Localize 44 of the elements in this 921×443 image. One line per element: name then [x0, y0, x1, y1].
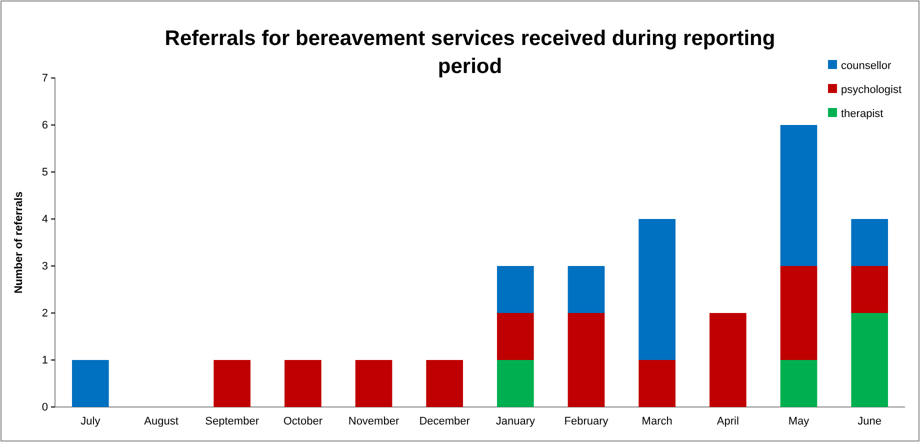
x-tick-label: May — [788, 415, 810, 428]
x-tick-label: February — [564, 415, 609, 428]
y-tick-label: 1 — [42, 354, 48, 367]
legend-label: counsellor — [841, 60, 892, 72]
bar — [851, 266, 888, 313]
x-tick-label: August — [144, 415, 178, 428]
bar — [780, 125, 818, 266]
y-axis-title: Number of referrals — [13, 191, 25, 294]
legend-label: therapist — [841, 108, 884, 120]
y-tick-label: 3 — [42, 260, 48, 273]
x-tick-label: April — [716, 415, 739, 428]
x-tick-label: December — [419, 415, 470, 428]
bar — [497, 360, 534, 407]
y-tick-label: 7 — [42, 72, 48, 85]
bar — [568, 313, 605, 407]
x-tick-label: March — [642, 415, 672, 428]
y-tick-label: 2 — [42, 308, 48, 320]
y-tick-label: 6 — [42, 120, 48, 132]
bar — [710, 313, 746, 407]
bar — [568, 266, 605, 313]
bar — [851, 313, 888, 407]
legend-label: psychologist — [841, 84, 902, 96]
chart-title: Referrals for bereavement services received during reporting period — [164, 27, 776, 78]
bar — [355, 360, 392, 407]
x-tick-label: October — [283, 415, 323, 428]
x-tick-label: September — [205, 415, 260, 428]
bar — [72, 360, 109, 407]
bar — [780, 266, 818, 360]
y-tick-label: 4 — [42, 214, 48, 226]
bar — [497, 313, 534, 360]
y-tick-label: 0 — [42, 402, 48, 414]
x-tick-label: June — [858, 415, 882, 428]
bar — [426, 360, 463, 407]
bar — [638, 219, 676, 360]
x-tick-label: July — [80, 415, 101, 428]
bar — [284, 360, 322, 407]
x-tick-label: November — [348, 415, 400, 428]
y-tick-label: 5 — [42, 166, 48, 179]
bar — [214, 360, 250, 407]
x-tick-label: January — [496, 415, 536, 428]
bar — [780, 360, 818, 407]
bar — [497, 266, 534, 313]
bar — [638, 360, 676, 407]
bar — [851, 219, 888, 266]
